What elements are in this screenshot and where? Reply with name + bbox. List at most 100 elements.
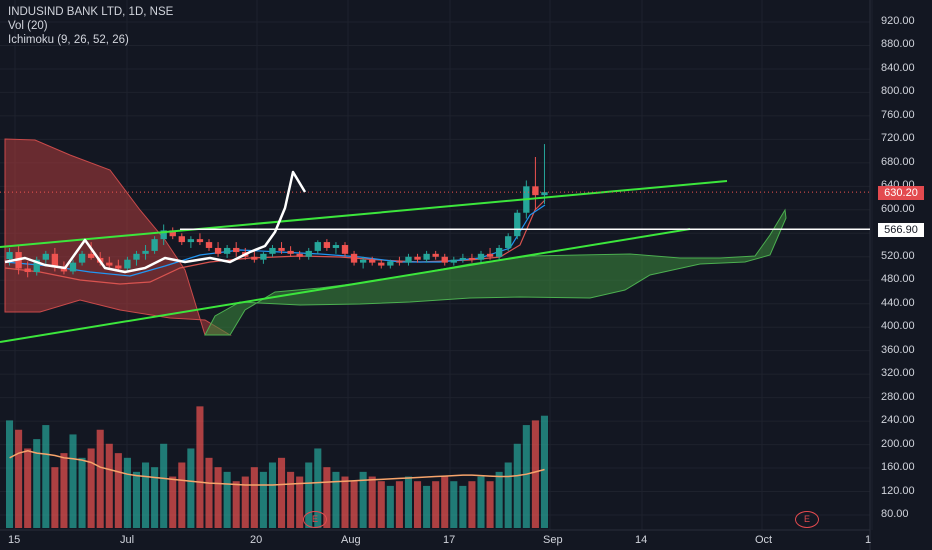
y-tick-label: 240.00: [881, 414, 915, 427]
candle-body: [323, 242, 331, 248]
candle-body: [33, 259, 40, 273]
volume-bar: [504, 462, 512, 528]
candle-body: [60, 267, 68, 272]
candle-body: [42, 253, 49, 260]
volume-bar: [278, 457, 286, 528]
volume-bar: [495, 471, 503, 528]
volume-bar: [486, 481, 494, 528]
chart-legend: INDUSIND BANK LTD, 1D, NSE Vol (20) Ichi…: [8, 5, 173, 47]
candle-body: [495, 247, 503, 257]
level-price-tag: 566.90: [878, 223, 924, 237]
y-tick-label: 760.00: [881, 108, 915, 121]
candle-body: [369, 259, 376, 263]
volume-bar: [114, 453, 122, 528]
candle-body: [468, 257, 476, 260]
volume-bar: [51, 467, 59, 528]
y-tick-label: 840.00: [881, 61, 915, 74]
candle-body: [24, 268, 31, 273]
y-tick-label: 320.00: [881, 367, 915, 380]
y-tick-label: 400.00: [881, 320, 915, 333]
volume-bar: [477, 476, 485, 528]
volume-bar: [60, 453, 68, 528]
volume-ma-line: [9, 450, 545, 486]
candle-body: [423, 253, 430, 260]
symbol-title[interactable]: INDUSIND BANK LTD, 1D, NSE: [8, 6, 174, 18]
y-tick-label: 800.00: [881, 85, 915, 98]
candle-body: [233, 247, 240, 253]
candle-body: [414, 256, 421, 260]
volume-bar: [404, 476, 413, 528]
candle-body: [305, 250, 312, 257]
volume-bars: [6, 406, 549, 528]
volume-bar: [522, 425, 530, 528]
x-tick-label: Sep: [543, 534, 563, 546]
candle-body: [296, 253, 303, 257]
volume-bar: [250, 467, 258, 528]
candle-body: [532, 186, 539, 196]
candle-body: [514, 212, 521, 237]
candle-body: [486, 253, 494, 257]
x-tick-label: 20: [250, 534, 263, 546]
earnings-badge[interactable]: E: [795, 511, 819, 528]
candle-body: [314, 242, 321, 251]
volume-bar: [468, 481, 476, 528]
y-tick-label: 520.00: [881, 249, 915, 262]
candle-body: [51, 253, 59, 268]
volume-bar: [341, 476, 349, 528]
volume-bar: [296, 476, 304, 528]
candle-body: [205, 242, 213, 248]
volume-bar: [323, 467, 331, 528]
candle-body: [69, 262, 77, 272]
y-tick-label: 360.00: [881, 343, 915, 356]
candle-body: [341, 245, 349, 254]
x-tick-label: 14: [635, 534, 648, 546]
volume-bar: [241, 476, 249, 528]
candle-body: [541, 192, 548, 196]
candle-body: [124, 259, 131, 269]
candle-body: [432, 253, 439, 257]
candle-body: [106, 262, 113, 266]
volume-bar: [268, 462, 277, 528]
volume-bar: [87, 448, 95, 528]
earnings-badge[interactable]: E: [303, 511, 327, 528]
volume-bar: [205, 457, 213, 528]
candle-body: [396, 261, 403, 263]
candle-body: [187, 239, 195, 243]
ichimoku-indicator-label[interactable]: Ichimoku (9, 26, 52, 26): [8, 34, 129, 46]
volume-bar: [187, 448, 195, 528]
volume-indicator-label[interactable]: Vol (20): [8, 20, 48, 32]
candle-body: [160, 230, 167, 240]
y-tick-label: 480.00: [881, 273, 915, 286]
y-tick-label: 720.00: [881, 132, 915, 145]
volume-bar: [423, 485, 431, 528]
x-tick-label: 1: [865, 534, 872, 546]
volume-bar: [142, 462, 150, 528]
volume-bar: [178, 462, 186, 528]
candle-body: [278, 247, 285, 251]
candle-body: [251, 256, 258, 260]
candle-body: [151, 239, 158, 251]
volume-bar: [350, 481, 358, 528]
y-tick-label: 280.00: [881, 390, 915, 403]
candle-body: [459, 257, 467, 260]
volume-bar: [441, 476, 449, 528]
y-tick-label: 920.00: [881, 15, 915, 27]
volume-bar: [123, 457, 131, 528]
candle-body: [359, 259, 367, 263]
y-tick-label: 80.00: [881, 508, 909, 520]
candle-body: [405, 256, 412, 263]
volume-bar: [287, 471, 295, 528]
volume-bar: [459, 485, 467, 528]
volume-bar: [531, 420, 539, 528]
candle-body: [87, 253, 95, 258]
candle-body: [350, 253, 358, 263]
upper-trendline: [0, 180, 728, 248]
candle-body: [223, 247, 231, 254]
volume-bar: [33, 439, 41, 528]
x-tick-label: 17: [443, 534, 456, 546]
volume-bar: [214, 467, 222, 528]
last-price-tag: 630.20: [878, 186, 924, 200]
candle-body: [378, 262, 385, 266]
volume-bar: [259, 471, 267, 528]
